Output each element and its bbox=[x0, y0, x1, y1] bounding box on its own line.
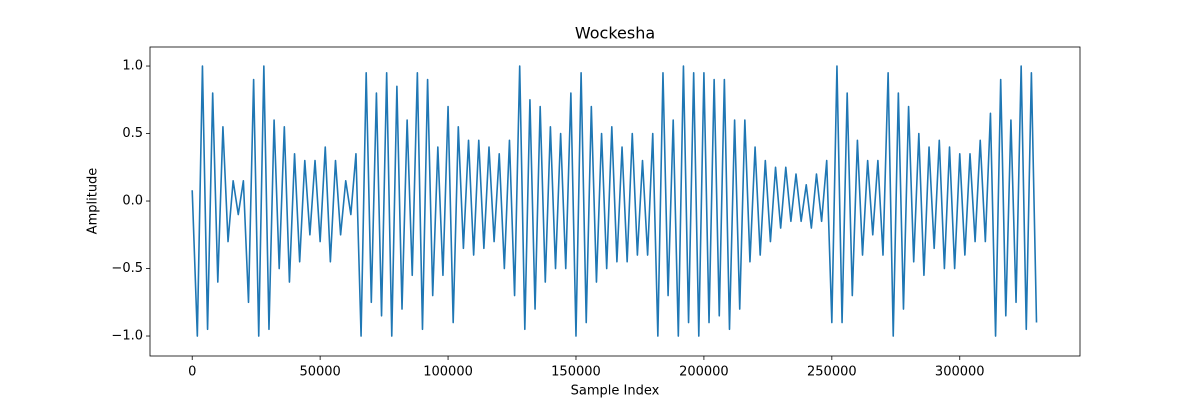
x-axis-label: Sample Index bbox=[571, 384, 660, 399]
y-tick-label: −1.0 bbox=[111, 329, 143, 344]
x-tick-label: 50000 bbox=[299, 365, 340, 380]
x-tick-label: 300000 bbox=[935, 365, 985, 380]
y-axis-label: Amplitude bbox=[86, 168, 101, 235]
x-tick-label: 250000 bbox=[807, 365, 857, 380]
y-tick-label: 1.0 bbox=[122, 59, 143, 74]
x-tick-label: 0 bbox=[188, 365, 196, 380]
y-tick-label: −0.5 bbox=[111, 261, 143, 276]
chart-title: Wockesha bbox=[575, 24, 655, 43]
waveform-line bbox=[191, 65, 1038, 337]
x-tick-label: 200000 bbox=[679, 365, 729, 380]
x-tick-label: 150000 bbox=[551, 365, 601, 380]
plot-frame bbox=[149, 46, 1081, 357]
x-tick-label: 100000 bbox=[423, 365, 473, 380]
y-tick-label: 0.5 bbox=[122, 126, 143, 141]
y-tick-label: 0.0 bbox=[122, 194, 143, 209]
